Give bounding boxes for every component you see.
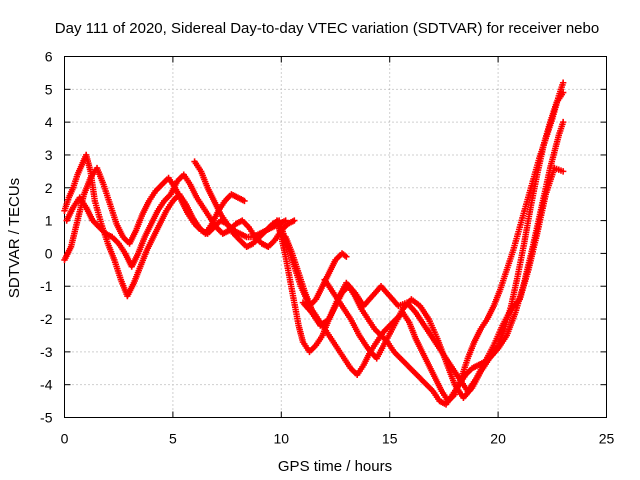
x-tick-label: 0 (61, 431, 69, 447)
data-point (241, 197, 248, 205)
y-tick-label: -3 (40, 344, 53, 360)
x-tick-label: 10 (274, 431, 290, 447)
data-point (291, 217, 298, 224)
x-axis-label: GPS time / hours (278, 458, 392, 475)
x-tick-label: 20 (490, 431, 506, 447)
series-arc5 (273, 89, 567, 408)
series-arc6 (282, 79, 567, 405)
data-point (559, 168, 567, 175)
ticks: 0 5 10 15 20 25 -5 -4 -3 -2 -1 0 1 2 3 4 5 6 (40, 49, 614, 447)
data-point (559, 118, 567, 126)
y-tick-label: -5 (40, 410, 53, 426)
y-tick-label: 2 (45, 180, 53, 196)
x-tick-label: 5 (169, 431, 177, 447)
y-tick-label: -4 (40, 377, 53, 393)
y-tick-label: 4 (45, 114, 53, 130)
y-tick-label: 5 (45, 81, 53, 97)
series-arc8 (321, 118, 567, 402)
y-tick-label: 3 (45, 147, 53, 163)
data-point (343, 253, 350, 260)
plot-frame (64, 56, 607, 418)
x-tick-label: 25 (599, 431, 615, 447)
y-tick-label: 0 (45, 245, 53, 261)
y-axis-label: SDTVAR / TECUs (6, 178, 23, 298)
data-points (61, 79, 567, 408)
series-arc3 (63, 171, 298, 270)
chart-title: Day 111 of 2020, Sidereal Day-to-day VTE… (55, 20, 599, 37)
y-tick-label: -1 (40, 278, 53, 294)
x-tick-label: 15 (382, 431, 398, 447)
data-point (559, 79, 567, 86)
series-arc4 (191, 158, 350, 310)
grid (64, 56, 607, 418)
series-arc1 (61, 164, 289, 264)
series-arc2 (61, 151, 248, 300)
y-tick-label: 6 (45, 49, 53, 65)
y-tick-label: -2 (40, 311, 53, 327)
y-tick-label: 1 (45, 213, 53, 229)
